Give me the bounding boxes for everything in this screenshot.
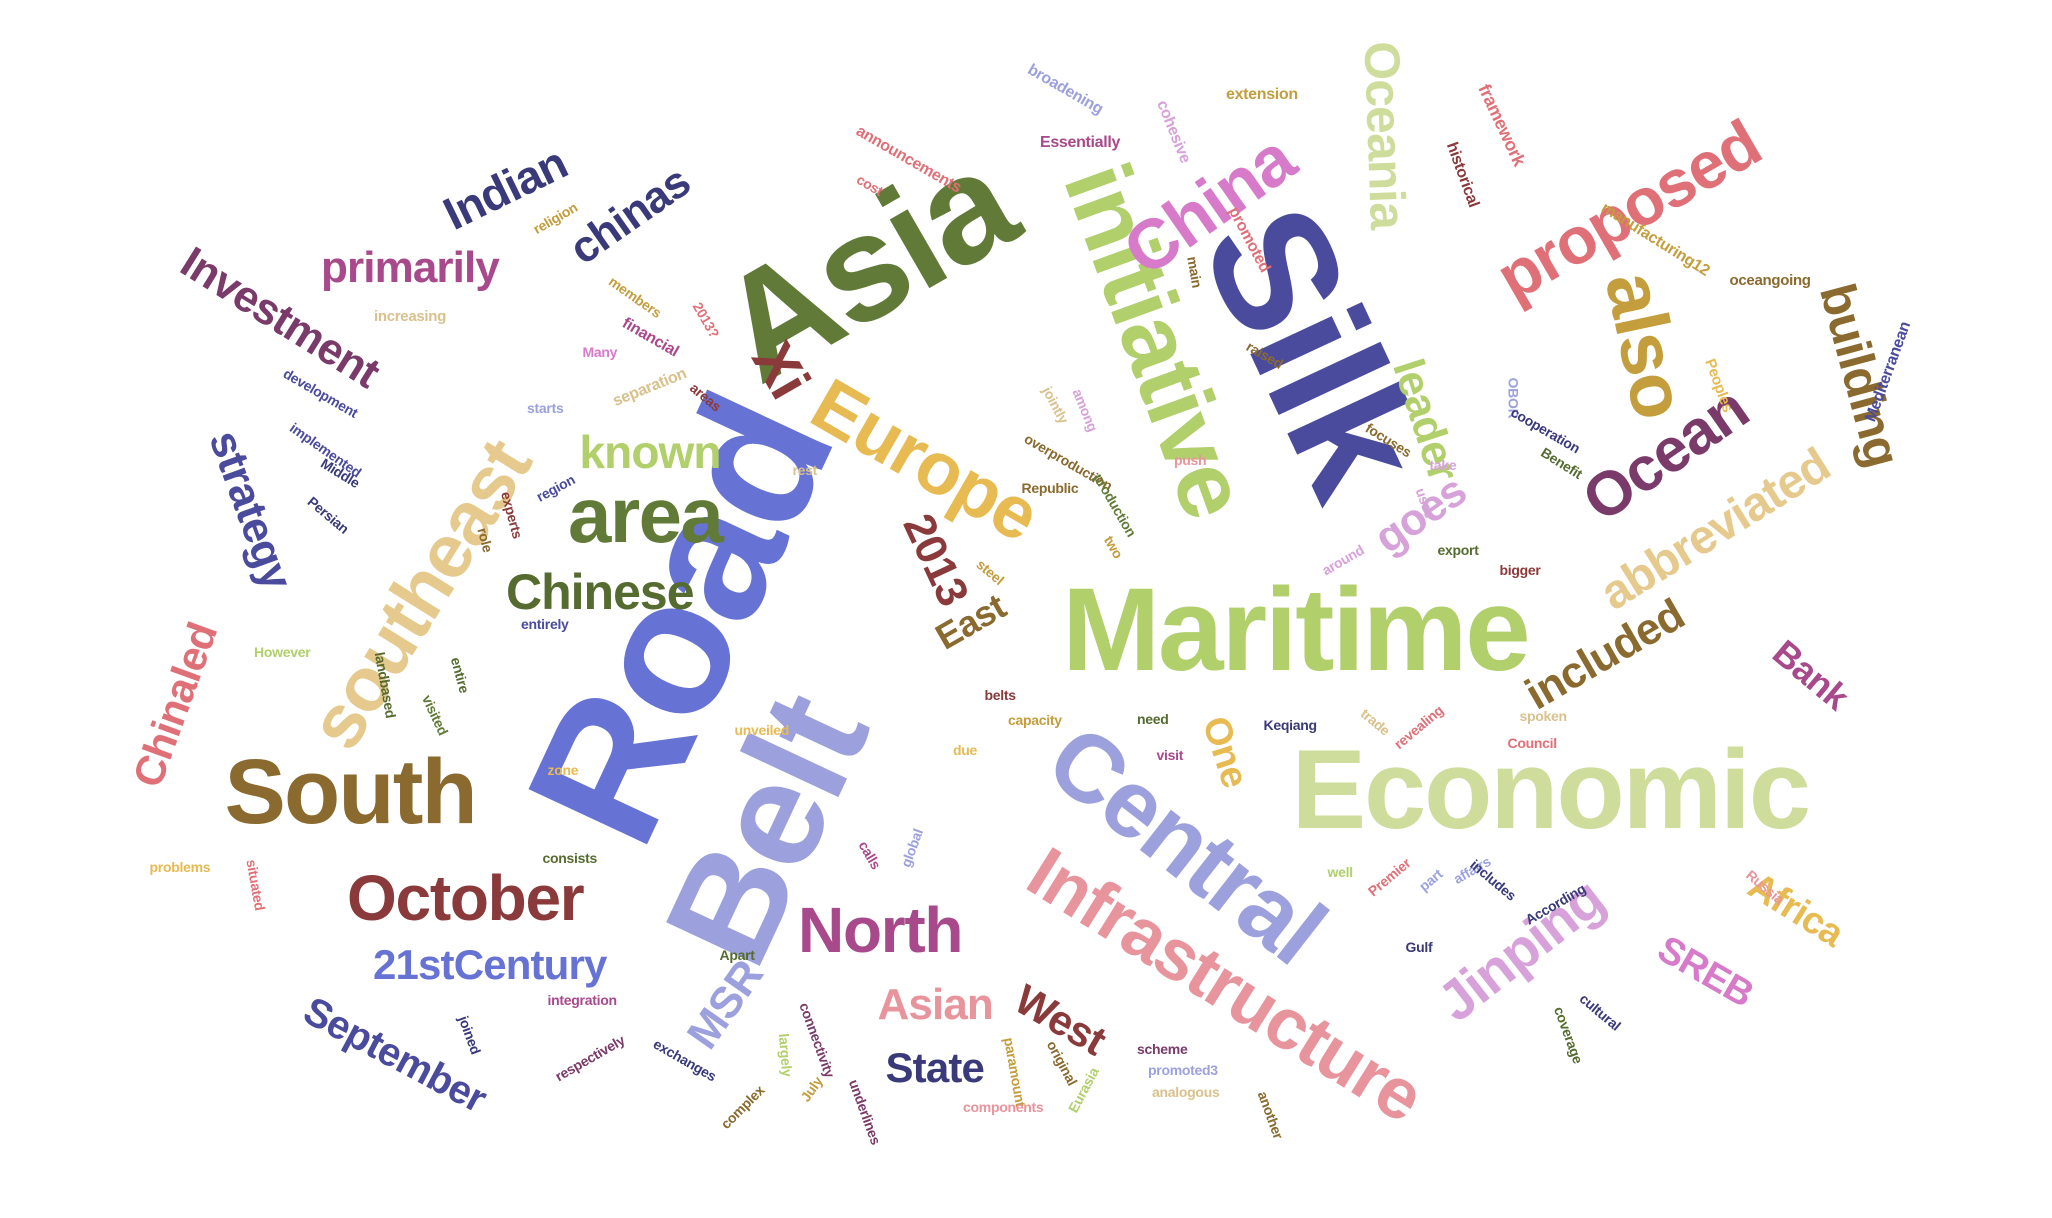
cloud-word: area	[568, 471, 724, 559]
cloud-word: Chinese	[506, 564, 695, 620]
cloud-word: production	[1090, 470, 1140, 540]
cloud-word: oceangoing	[1729, 271, 1811, 289]
cloud-word: historical	[1442, 140, 1483, 210]
cloud-word: largely	[775, 1032, 795, 1078]
cloud-word: underlines	[845, 1077, 885, 1147]
cloud-word: consists	[542, 850, 598, 866]
cloud-word: scheme	[1137, 1041, 1188, 1057]
cloud-word: Asian	[877, 980, 994, 1029]
cloud-word: among	[1068, 386, 1101, 434]
cloud-word: push	[1174, 452, 1207, 468]
cloud-word: calls	[855, 838, 885, 872]
cloud-word: Bank	[1764, 631, 1857, 718]
cloud-word: strategy	[199, 424, 302, 596]
cloud-word: However	[254, 644, 311, 660]
cloud-word: zone	[547, 762, 579, 778]
cloud-word: visit	[1156, 747, 1184, 763]
cloud-word: broadening	[1024, 61, 1106, 118]
cloud-word: October	[347, 862, 585, 934]
cloud-word: extension	[1226, 86, 1298, 103]
cloud-word: cohesive	[1153, 98, 1194, 166]
cloud-word: entire	[447, 655, 473, 695]
cloud-word: global	[897, 826, 927, 870]
cloud-word: chinas	[560, 157, 699, 275]
cloud-word: Oceania	[1353, 40, 1417, 230]
cloud-word: jointly	[1038, 383, 1072, 427]
cloud-word: take	[1429, 457, 1457, 473]
cloud-word: SREB	[1649, 928, 1760, 1016]
cloud-word: capacity	[1008, 712, 1062, 728]
cloud-word: rest	[792, 462, 818, 478]
cloud-word: included	[1517, 589, 1693, 720]
cloud-word: One	[1193, 711, 1256, 793]
cloud-word: joined	[455, 1013, 485, 1057]
cloud-word: another	[1254, 1089, 1287, 1141]
cloud-word: framework	[1474, 80, 1530, 170]
cloud-word: Chinaled	[123, 616, 226, 794]
cloud-word: financial	[619, 314, 682, 361]
cloud-word: starts	[527, 400, 564, 416]
cloud-word: North	[798, 894, 964, 966]
cloud-word: Economic	[1291, 727, 1812, 852]
cloud-word: Essentially	[1040, 134, 1121, 151]
cloud-word: known	[579, 426, 722, 478]
cloud-word: South	[224, 741, 478, 843]
cloud-word: problems	[149, 859, 211, 875]
cloud-word: Apart	[719, 947, 755, 963]
cloud-word: Republic	[1021, 480, 1079, 496]
cloud-word: entirely	[521, 616, 569, 632]
cloud-word: 21stCentury	[373, 941, 607, 988]
cloud-word: belts	[984, 687, 1017, 703]
cloud-word: export	[1437, 542, 1479, 558]
cloud-word: well	[1327, 864, 1354, 880]
cloud-word: unveiled	[734, 722, 790, 738]
cloud-word: Council	[1507, 735, 1558, 751]
cloud-word: primarily	[321, 243, 500, 292]
cloud-word: September	[296, 988, 494, 1122]
cloud-word: Premier	[1364, 854, 1414, 900]
cloud-word: spoken	[1519, 708, 1568, 724]
cloud-word: July	[796, 1073, 826, 1105]
cloud-word: analogous	[1152, 1084, 1220, 1100]
cloud-word: Gulf	[1405, 939, 1433, 955]
cloud-word: respectively	[552, 1031, 628, 1085]
cloud-word: connectivity	[796, 1000, 839, 1080]
cloud-word: need	[1137, 711, 1169, 727]
cloud-word: State	[885, 1044, 985, 1091]
cloud-word: components	[963, 1099, 1044, 1115]
cloud-word: integration	[547, 992, 618, 1008]
cloud-word: MSR	[677, 951, 773, 1058]
cloud-word: bigger	[1499, 562, 1541, 578]
cloud-word: cultural	[1576, 990, 1624, 1034]
cloud-word: Many	[582, 344, 618, 360]
cloud-word: complex	[716, 1081, 767, 1133]
cloud-word: members	[605, 273, 665, 321]
cloud-word: increasing	[374, 307, 447, 325]
cloud-word: coverage	[1550, 1004, 1586, 1066]
cloud-word: includes	[1466, 856, 1519, 904]
cloud-word: two	[1100, 532, 1126, 562]
cloud-word: part	[1415, 865, 1446, 895]
cloud-word: Maritime	[1062, 564, 1531, 696]
cloud-word: paramount	[1000, 1036, 1029, 1108]
cloud-word: promoted3	[1148, 1062, 1218, 1078]
cloud-word: situated	[242, 858, 268, 912]
cloud-word: due	[953, 742, 978, 758]
cloud-word: visited	[418, 692, 452, 738]
cloud-word: Keqiang	[1263, 717, 1318, 733]
cloud-word: steel	[972, 556, 1007, 588]
cloud-word: Persian	[304, 493, 352, 537]
